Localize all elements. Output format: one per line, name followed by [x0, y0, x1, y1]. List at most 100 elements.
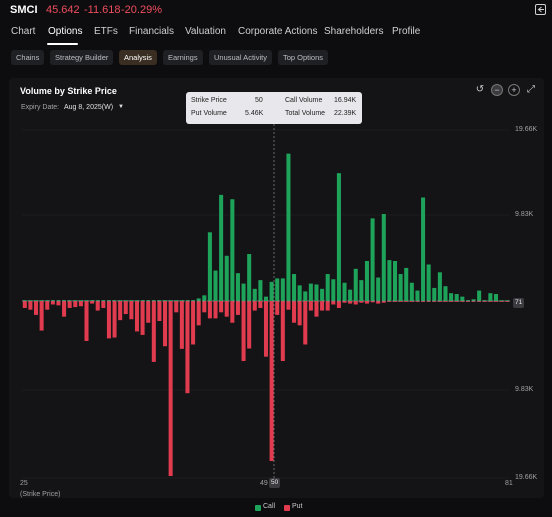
call-bar[interactable]: [163, 300, 168, 301]
call-bar[interactable]: [286, 153, 291, 301]
call-bar[interactable]: [454, 294, 459, 301]
call-bar[interactable]: [78, 300, 83, 301]
call-bar[interactable]: [432, 287, 437, 301]
put-bar[interactable]: [443, 301, 448, 302]
call-bar[interactable]: [151, 300, 156, 301]
put-bar[interactable]: [140, 301, 145, 335]
call-bar[interactable]: [56, 300, 61, 301]
call-bar[interactable]: [45, 300, 50, 301]
call-bar[interactable]: [437, 272, 442, 301]
legend-put[interactable]: Put: [292, 503, 303, 510]
chevron-down-icon[interactable]: ▼: [118, 104, 124, 110]
put-bar[interactable]: [488, 301, 493, 302]
call-bar[interactable]: [219, 194, 224, 301]
tab-etfs[interactable]: ETFs: [94, 26, 118, 37]
call-bar[interactable]: [168, 300, 173, 301]
call-bar[interactable]: [157, 300, 162, 301]
call-bar[interactable]: [196, 298, 201, 301]
put-bar[interactable]: [404, 301, 409, 302]
put-bar[interactable]: [426, 301, 431, 302]
expiry-dropdown[interactable]: Aug 8, 2025(W): [64, 104, 114, 111]
call-bar[interactable]: [325, 274, 330, 301]
put-bar[interactable]: [392, 301, 398, 302]
put-bar[interactable]: [202, 301, 207, 313]
put-bar[interactable]: [224, 301, 229, 317]
call-bar[interactable]: [460, 296, 465, 301]
put-bar[interactable]: [95, 301, 100, 311]
put-bar[interactable]: [62, 301, 67, 317]
put-bar[interactable]: [73, 301, 78, 308]
put-bar[interactable]: [449, 301, 454, 302]
subtab-analysis[interactable]: Analysis: [119, 50, 157, 65]
put-bar[interactable]: [286, 301, 291, 310]
call-bar[interactable]: [28, 300, 33, 301]
call-bar[interactable]: [471, 299, 476, 301]
call-bar[interactable]: [342, 282, 347, 301]
subtab-unusual-activity[interactable]: Unusual Activity: [209, 50, 272, 65]
call-bar[interactable]: [252, 288, 257, 301]
put-bar[interactable]: [84, 301, 89, 342]
put-bar[interactable]: [90, 301, 95, 304]
call-bar[interactable]: [95, 300, 100, 301]
put-bar[interactable]: [163, 301, 168, 347]
put-bar[interactable]: [437, 301, 442, 302]
put-bar[interactable]: [101, 301, 106, 308]
tab-financials[interactable]: Financials: [129, 26, 175, 37]
call-bar[interactable]: [275, 278, 280, 301]
put-bar[interactable]: [112, 301, 117, 338]
put-bar[interactable]: [123, 301, 128, 315]
subtab-chains[interactable]: Chains: [11, 50, 45, 65]
tab-corporate-actions[interactable]: Corporate Actions: [238, 26, 318, 37]
put-bar[interactable]: [359, 301, 364, 303]
put-bar[interactable]: [376, 301, 381, 304]
put-bar[interactable]: [303, 301, 308, 345]
put-bar[interactable]: [185, 301, 190, 394]
call-bar[interactable]: [404, 267, 409, 301]
put-bar[interactable]: [230, 301, 235, 323]
put-bar[interactable]: [174, 301, 179, 313]
call-bar[interactable]: [297, 285, 302, 301]
call-bar[interactable]: [230, 199, 235, 301]
call-bar[interactable]: [308, 283, 313, 301]
put-bar[interactable]: [308, 301, 313, 311]
put-bar[interactable]: [421, 301, 426, 302]
put-bar[interactable]: [292, 301, 297, 323]
put-bar[interactable]: [482, 301, 487, 302]
call-bar[interactable]: [280, 278, 285, 301]
put-bar[interactable]: [471, 301, 476, 302]
put-bar[interactable]: [370, 301, 375, 303]
tab-options[interactable]: Options: [48, 26, 83, 37]
put-bar[interactable]: [348, 301, 353, 304]
call-bar[interactable]: [129, 300, 134, 301]
call-bar[interactable]: [90, 300, 95, 301]
call-bar[interactable]: [235, 273, 240, 301]
call-bar[interactable]: [191, 300, 196, 301]
put-bar[interactable]: [235, 301, 240, 315]
call-bar[interactable]: [62, 300, 67, 301]
call-bar[interactable]: [398, 274, 403, 301]
call-bar[interactable]: [488, 293, 493, 301]
call-bar[interactable]: [263, 296, 269, 301]
call-bar[interactable]: [348, 289, 353, 301]
call-bar[interactable]: [241, 283, 246, 301]
put-bar[interactable]: [56, 301, 61, 306]
call-bar[interactable]: [364, 260, 369, 301]
put-bar[interactable]: [409, 301, 414, 302]
fullscreen-icon[interactable]: ⤢: [527, 84, 535, 95]
put-bar[interactable]: [320, 301, 325, 311]
call-bar[interactable]: [376, 277, 381, 301]
call-bar[interactable]: [247, 254, 252, 301]
call-bar[interactable]: [482, 300, 487, 301]
put-bar[interactable]: [146, 301, 151, 323]
put-bar[interactable]: [465, 301, 470, 302]
call-bar[interactable]: [112, 300, 117, 301]
put-bar[interactable]: [241, 301, 246, 362]
reset-icon[interactable]: ↺: [475, 84, 485, 95]
call-bar[interactable]: [213, 270, 218, 301]
call-bar[interactable]: [331, 279, 336, 301]
call-bar[interactable]: [207, 232, 212, 301]
call-bar[interactable]: [146, 300, 151, 301]
call-bar[interactable]: [320, 288, 325, 301]
call-bar[interactable]: [465, 300, 470, 301]
put-bar[interactable]: [247, 301, 252, 349]
